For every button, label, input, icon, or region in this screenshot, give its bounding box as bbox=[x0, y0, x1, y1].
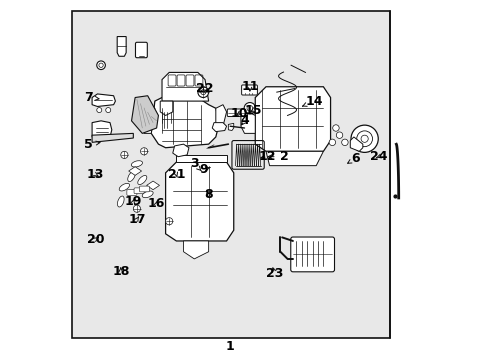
Text: 14: 14 bbox=[302, 95, 323, 108]
Polygon shape bbox=[151, 98, 219, 148]
Circle shape bbox=[332, 125, 339, 131]
Circle shape bbox=[121, 151, 128, 158]
Polygon shape bbox=[140, 105, 155, 134]
Text: 2: 2 bbox=[267, 150, 288, 163]
Text: 10: 10 bbox=[230, 107, 247, 120]
FancyBboxPatch shape bbox=[241, 85, 257, 95]
Circle shape bbox=[244, 103, 255, 114]
Polygon shape bbox=[265, 151, 323, 166]
Polygon shape bbox=[160, 101, 172, 116]
Text: 8: 8 bbox=[204, 188, 212, 201]
Circle shape bbox=[350, 125, 378, 152]
Text: 18: 18 bbox=[112, 265, 129, 278]
Polygon shape bbox=[215, 105, 226, 130]
Polygon shape bbox=[176, 155, 226, 162]
FancyBboxPatch shape bbox=[139, 186, 149, 192]
Text: 21: 21 bbox=[167, 168, 185, 181]
Text: 24: 24 bbox=[369, 150, 387, 163]
Circle shape bbox=[133, 205, 140, 212]
Ellipse shape bbox=[131, 161, 142, 167]
Text: 22: 22 bbox=[196, 82, 213, 95]
Polygon shape bbox=[117, 37, 126, 56]
Circle shape bbox=[198, 87, 208, 98]
Text: 5: 5 bbox=[84, 138, 100, 150]
Text: 3: 3 bbox=[190, 157, 201, 171]
Ellipse shape bbox=[127, 171, 135, 181]
Polygon shape bbox=[92, 121, 112, 139]
Polygon shape bbox=[228, 123, 233, 131]
Circle shape bbox=[165, 218, 172, 225]
FancyBboxPatch shape bbox=[227, 109, 247, 117]
Text: 1: 1 bbox=[225, 340, 234, 353]
Polygon shape bbox=[162, 72, 208, 101]
Text: 17: 17 bbox=[128, 213, 145, 226]
Circle shape bbox=[336, 132, 342, 138]
Text: 20: 20 bbox=[87, 233, 104, 246]
Text: 7: 7 bbox=[84, 91, 99, 104]
Text: 16: 16 bbox=[148, 197, 165, 210]
Polygon shape bbox=[183, 241, 208, 259]
Text: 12: 12 bbox=[259, 150, 276, 163]
Polygon shape bbox=[241, 112, 255, 134]
FancyBboxPatch shape bbox=[134, 188, 144, 194]
Circle shape bbox=[328, 139, 335, 145]
Circle shape bbox=[97, 108, 102, 113]
FancyBboxPatch shape bbox=[126, 190, 137, 195]
Ellipse shape bbox=[142, 191, 153, 198]
Polygon shape bbox=[131, 96, 158, 134]
FancyBboxPatch shape bbox=[135, 42, 147, 58]
Circle shape bbox=[341, 139, 347, 145]
Polygon shape bbox=[92, 134, 133, 142]
Polygon shape bbox=[172, 144, 188, 157]
Polygon shape bbox=[128, 167, 142, 175]
Text: 13: 13 bbox=[87, 168, 104, 181]
FancyBboxPatch shape bbox=[290, 237, 334, 272]
Ellipse shape bbox=[119, 183, 129, 191]
Polygon shape bbox=[146, 181, 159, 190]
Text: 19: 19 bbox=[124, 195, 142, 208]
Ellipse shape bbox=[117, 196, 124, 207]
Text: 15: 15 bbox=[244, 104, 262, 117]
Text: 11: 11 bbox=[241, 80, 258, 93]
Polygon shape bbox=[255, 87, 330, 151]
Text: 4: 4 bbox=[240, 114, 248, 127]
Text: 23: 23 bbox=[266, 267, 283, 280]
Circle shape bbox=[140, 148, 147, 155]
Text: 9: 9 bbox=[199, 163, 210, 176]
Circle shape bbox=[105, 108, 110, 113]
Ellipse shape bbox=[138, 175, 146, 185]
Polygon shape bbox=[165, 162, 233, 241]
Polygon shape bbox=[212, 123, 226, 132]
Bar bbox=[72, 12, 389, 338]
Polygon shape bbox=[92, 94, 115, 107]
Circle shape bbox=[97, 61, 105, 69]
Polygon shape bbox=[349, 137, 362, 151]
Text: 6: 6 bbox=[347, 152, 359, 165]
